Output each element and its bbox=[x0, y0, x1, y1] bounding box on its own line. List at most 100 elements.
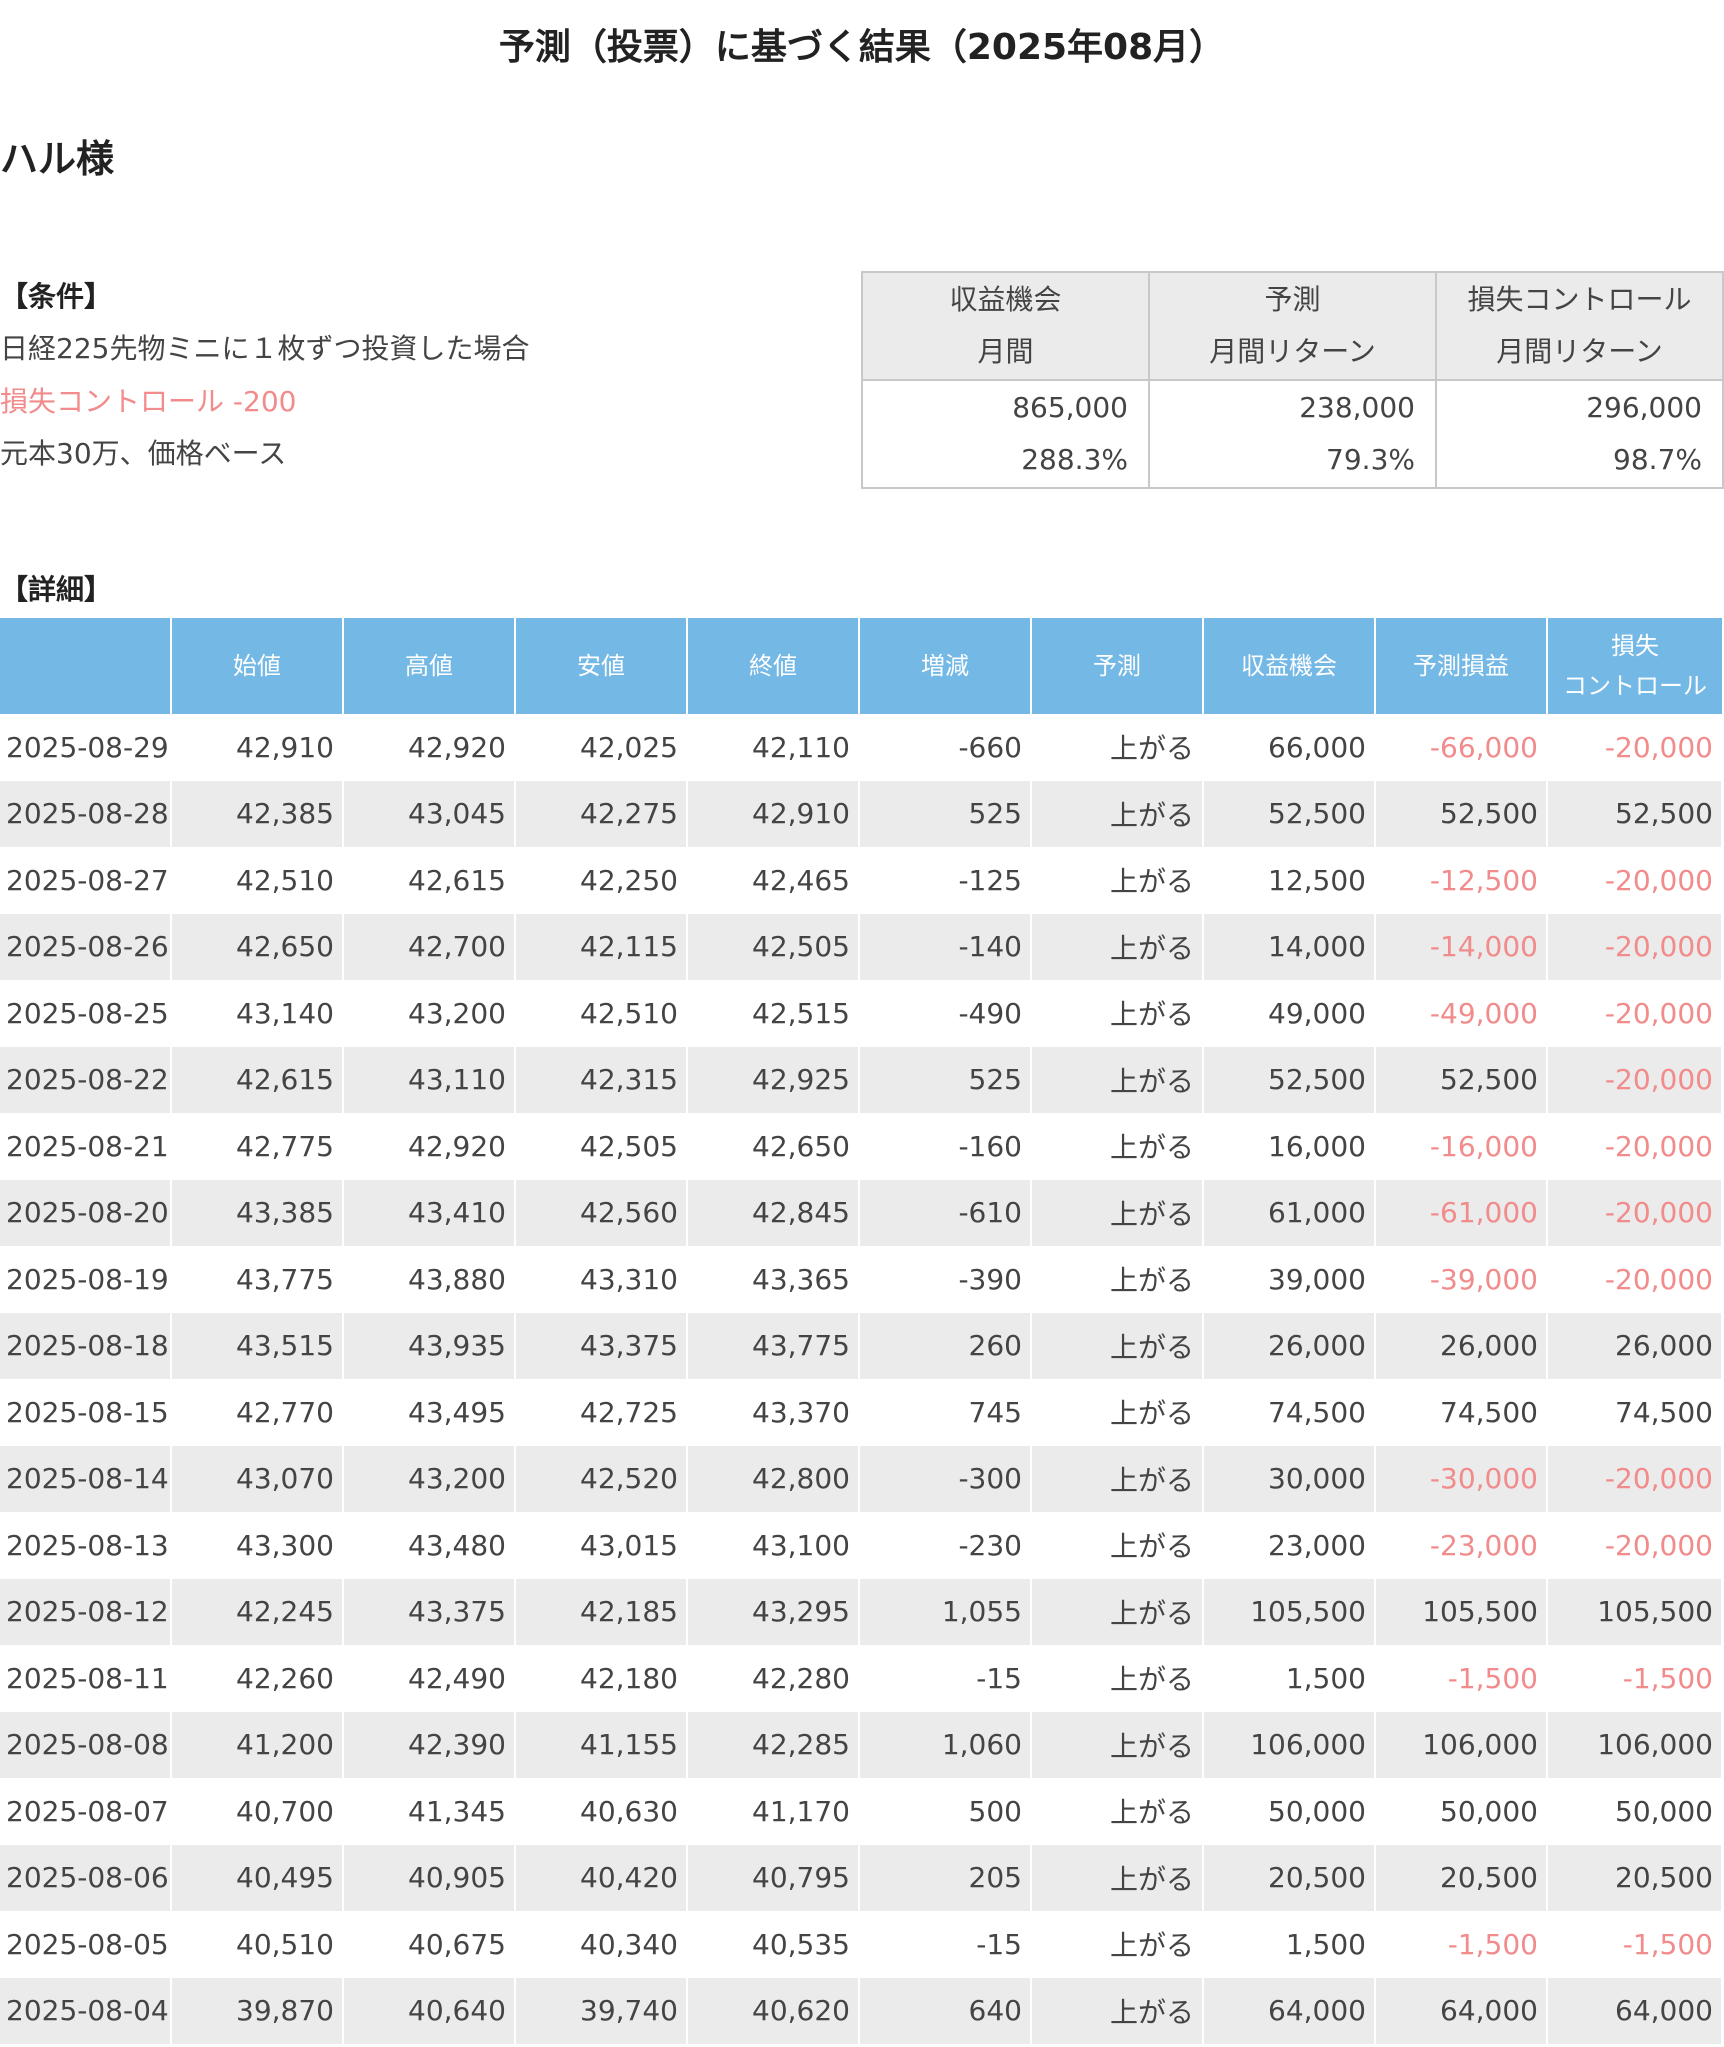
cell-prediction: 上がる bbox=[1031, 1578, 1204, 1645]
cell-high: 40,675 bbox=[343, 1911, 516, 1978]
cell-open: 40,495 bbox=[171, 1844, 344, 1911]
cell-opportunity: 1,500 bbox=[1203, 1911, 1376, 1978]
condition-line-2: 損失コントロール -200 bbox=[0, 385, 297, 418]
cell-opportunity: 61,000 bbox=[1203, 1179, 1376, 1246]
cell-change: 525 bbox=[859, 1046, 1032, 1113]
cell-low: 43,375 bbox=[515, 1312, 688, 1379]
header-loss-control: 損失 コントロール bbox=[1547, 618, 1722, 714]
cell-high: 43,200 bbox=[343, 1445, 516, 1512]
cell-prediction-pl: 52,500 bbox=[1375, 1046, 1548, 1113]
table-row: 2025-08-25 43,140 43,200 42,510 42,515 -490 上が… bbox=[0, 980, 1723, 1047]
summary-amount: 238,000 bbox=[1299, 391, 1415, 424]
table-row: 2025-08-27 42,510 42,615 42,250 42,465 -125 上が… bbox=[0, 847, 1723, 914]
cell-close: 42,505 bbox=[687, 913, 860, 980]
cell-prediction-pl: -23,000 bbox=[1375, 1512, 1548, 1579]
cell-loss-control: -20,000 bbox=[1547, 1445, 1723, 1512]
cell-date: 2025-08-14 bbox=[0, 1445, 172, 1512]
table-row: 2025-08-20 43,385 43,410 42,560 42,845 -610 上が… bbox=[0, 1179, 1723, 1246]
table-row: 2025-08-05 40,510 40,675 40,340 40,535 -15 上がる… bbox=[0, 1911, 1723, 1978]
table-row: 2025-08-15 42,770 43,495 42,725 43,370 745 上がる… bbox=[0, 1379, 1723, 1446]
header-prediction: 予測 bbox=[1031, 618, 1204, 714]
cell-prediction-pl: 26,000 bbox=[1375, 1312, 1548, 1379]
cell-open: 43,140 bbox=[171, 980, 344, 1047]
cell-close: 42,800 bbox=[687, 1445, 860, 1512]
cell-loss-control: 50,000 bbox=[1547, 1778, 1723, 1845]
cell-close: 42,845 bbox=[687, 1179, 860, 1246]
cell-open: 42,245 bbox=[171, 1578, 344, 1645]
cell-date: 2025-08-11 bbox=[0, 1645, 172, 1712]
cell-prediction: 上がる bbox=[1031, 1046, 1204, 1113]
summary-header-line: 損失コントロール bbox=[1467, 283, 1692, 316]
cell-opportunity: 50,000 bbox=[1203, 1778, 1376, 1845]
cell-high: 43,880 bbox=[343, 1246, 516, 1313]
cell-loss-control: -20,000 bbox=[1547, 1246, 1723, 1313]
summary-cell-prediction: 238,000 79.3% bbox=[1148, 379, 1437, 489]
cell-high: 42,700 bbox=[343, 913, 516, 980]
cell-close: 42,110 bbox=[687, 714, 860, 781]
cell-prediction-pl: -30,000 bbox=[1375, 1445, 1548, 1512]
cell-open: 39,870 bbox=[171, 1977, 344, 2044]
cell-change: 1,055 bbox=[859, 1578, 1032, 1645]
cell-open: 42,615 bbox=[171, 1046, 344, 1113]
summary-amount: 865,000 bbox=[1012, 391, 1128, 424]
cell-low: 42,520 bbox=[515, 1445, 688, 1512]
header-opportunity: 収益機会 bbox=[1203, 618, 1376, 714]
header-low: 安値 bbox=[515, 618, 688, 714]
table-row: 2025-08-28 42,385 43,045 42,275 42,910 525 上がる… bbox=[0, 780, 1723, 847]
cell-close: 43,100 bbox=[687, 1512, 860, 1579]
condition-line-1: 日経225先物ミニに１枚ずつ投資した場合 bbox=[0, 332, 530, 365]
summary-header-line: 収益機会 bbox=[949, 283, 1062, 316]
cell-open: 40,700 bbox=[171, 1778, 344, 1845]
cell-prediction: 上がる bbox=[1031, 1312, 1204, 1379]
cell-low: 43,310 bbox=[515, 1246, 688, 1313]
cell-opportunity: 74,500 bbox=[1203, 1379, 1376, 1446]
cell-opportunity: 12,500 bbox=[1203, 847, 1376, 914]
cell-change: -300 bbox=[859, 1445, 1032, 1512]
summary-header-line: 月間リターン bbox=[1209, 335, 1376, 368]
cell-date: 2025-08-04 bbox=[0, 1977, 172, 2044]
cell-high: 40,640 bbox=[343, 1977, 516, 2044]
cell-low: 42,180 bbox=[515, 1645, 688, 1712]
cell-high: 43,935 bbox=[343, 1312, 516, 1379]
cell-change: -140 bbox=[859, 913, 1032, 980]
table-row: 2025-08-08 41,200 42,390 41,155 42,285 1,060 上… bbox=[0, 1711, 1723, 1778]
cell-loss-control: -20,000 bbox=[1547, 1113, 1723, 1180]
cell-open: 42,385 bbox=[171, 780, 344, 847]
cell-change: -390 bbox=[859, 1246, 1032, 1313]
summary-amount: 296,000 bbox=[1586, 391, 1702, 424]
conditions-heading: 【条件】 bbox=[0, 280, 113, 313]
cell-open: 42,775 bbox=[171, 1113, 344, 1180]
cell-date: 2025-08-19 bbox=[0, 1246, 172, 1313]
cell-high: 43,110 bbox=[343, 1046, 516, 1113]
cell-change: -230 bbox=[859, 1512, 1032, 1579]
cell-date: 2025-08-05 bbox=[0, 1911, 172, 1978]
cell-close: 43,365 bbox=[687, 1246, 860, 1313]
cell-loss-control: -20,000 bbox=[1547, 1512, 1723, 1579]
detail-heading: 【詳細】 bbox=[0, 573, 113, 606]
cell-open: 43,070 bbox=[171, 1445, 344, 1512]
cell-low: 42,505 bbox=[515, 1113, 688, 1180]
summary-header-prediction: 予測 月間リターン bbox=[1148, 271, 1437, 381]
cell-low: 39,740 bbox=[515, 1977, 688, 2044]
cell-prediction-pl: -1,500 bbox=[1375, 1645, 1548, 1712]
cell-change: -15 bbox=[859, 1645, 1032, 1712]
cell-prediction: 上がる bbox=[1031, 847, 1204, 914]
cell-high: 42,920 bbox=[343, 1113, 516, 1180]
cell-opportunity: 20,500 bbox=[1203, 1844, 1376, 1911]
summary-percent: 288.3% bbox=[1021, 443, 1128, 476]
cell-change: -15 bbox=[859, 1911, 1032, 1978]
table-row: 2025-08-12 42,245 43,375 42,185 43,295 1,055 上… bbox=[0, 1578, 1723, 1645]
summary-header-line: 予測 bbox=[1264, 283, 1321, 316]
cell-opportunity: 39,000 bbox=[1203, 1246, 1376, 1313]
cell-prediction: 上がる bbox=[1031, 1911, 1204, 1978]
cell-change: -125 bbox=[859, 847, 1032, 914]
summary-header-line: 月間リターン bbox=[1496, 335, 1663, 368]
cell-prediction-pl: -39,000 bbox=[1375, 1246, 1548, 1313]
summary-cell-opportunity: 865,000 288.3% bbox=[861, 379, 1150, 489]
cell-high: 43,480 bbox=[343, 1512, 516, 1579]
header-open: 始値 bbox=[171, 618, 344, 714]
table-row: 2025-08-14 43,070 43,200 42,520 42,800 -300 上が… bbox=[0, 1445, 1723, 1512]
cell-prediction: 上がる bbox=[1031, 714, 1204, 781]
cell-high: 42,615 bbox=[343, 847, 516, 914]
user-name: ハル様 bbox=[0, 137, 115, 181]
